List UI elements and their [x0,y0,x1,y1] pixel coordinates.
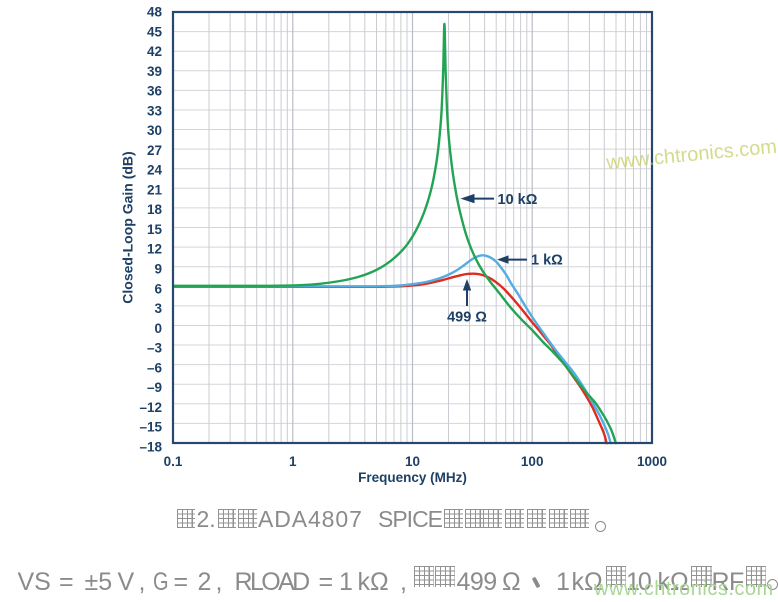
svg-text:–12: –12 [139,400,162,415]
svg-text:21: 21 [147,182,163,197]
svg-text:–6: –6 [147,360,163,375]
svg-text:10 kΩ: 10 kΩ [498,192,538,208]
svg-text:6: 6 [154,281,162,296]
svg-text:3: 3 [154,301,162,316]
svg-text:–18: –18 [139,439,162,454]
svg-text:1 kΩ: 1 kΩ [531,253,563,269]
svg-text:10: 10 [405,454,420,469]
svg-text:–15: –15 [139,420,162,435]
svg-text:30: 30 [147,123,162,138]
svg-text:12: 12 [147,242,162,257]
svg-text:15: 15 [147,222,163,237]
svg-text:1000: 1000 [637,454,667,469]
svg-text:Closed-Loop Gain (dB): Closed-Loop Gain (dB) [120,151,136,303]
svg-text:27: 27 [147,143,162,158]
svg-text:–3: –3 [147,341,163,356]
svg-text:48: 48 [147,5,163,20]
svg-text:45: 45 [147,24,163,39]
svg-text:9: 9 [154,262,162,277]
svg-text:0.1: 0.1 [164,454,183,469]
svg-text:39: 39 [147,64,162,79]
svg-text:18: 18 [147,202,163,217]
svg-text:0: 0 [154,321,162,336]
svg-text:24: 24 [147,163,163,178]
svg-text:100: 100 [521,454,544,469]
svg-text:42: 42 [147,44,162,59]
svg-text:33: 33 [147,103,163,118]
svg-text:36: 36 [147,84,163,99]
svg-text:499 Ω: 499 Ω [447,310,487,326]
svg-text:1: 1 [289,454,297,469]
svg-text:www.chtronics.com: www.chtronics.com [604,136,777,174]
svg-text:Frequency (MHz): Frequency (MHz) [358,470,467,485]
svg-text:–9: –9 [147,380,162,395]
